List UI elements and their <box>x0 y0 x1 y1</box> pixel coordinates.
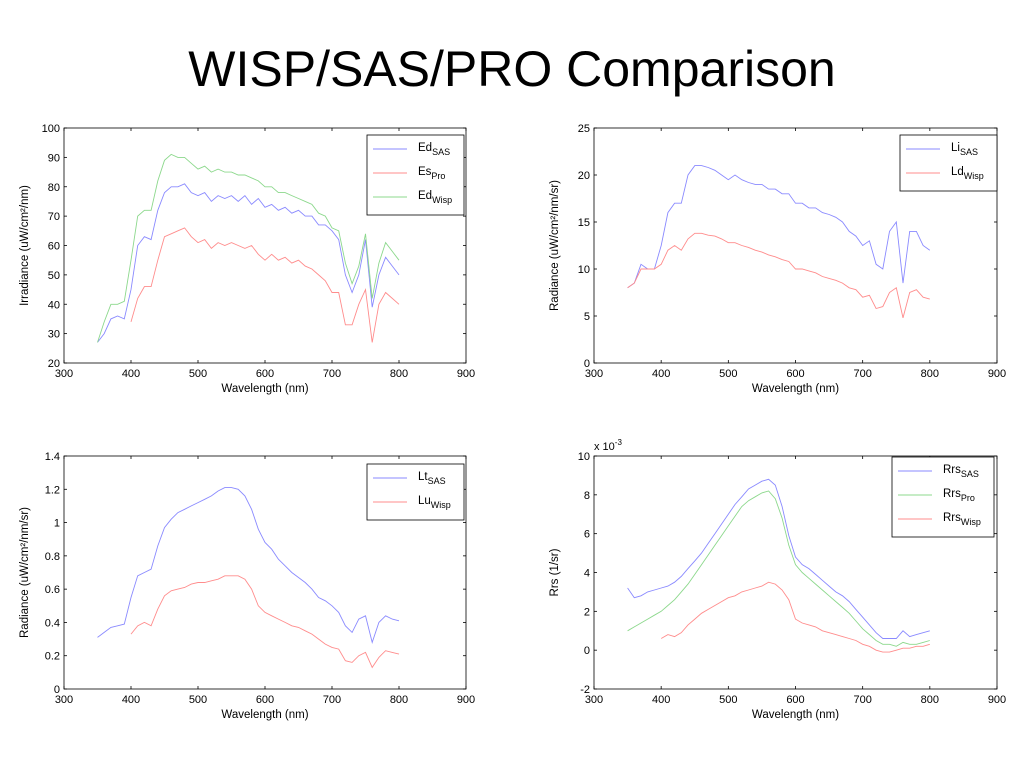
chart-irradiance: 300 400 500 600 700 800 900 20 30 40 50 60 70 80 90 100… <box>19 123 475 395</box>
x-tick-label: 300 <box>55 368 73 380</box>
y-tick-label: 1.2 <box>45 484 60 496</box>
x-tick-label: 300 <box>55 694 73 706</box>
y-axis-label: Rrs (1/sr) <box>549 548 561 596</box>
y-tick-label: 0.4 <box>45 617 60 629</box>
x-tick-label: 300 <box>585 368 603 380</box>
y-tick-label: 0 <box>584 645 590 657</box>
y-tick-label: 80 <box>48 182 60 194</box>
x-tick-label: 300 <box>585 694 603 706</box>
x-tick-label: 700 <box>323 694 341 706</box>
x-tick-label: 800 <box>921 694 939 706</box>
legend-label-subscript: SAS <box>428 476 446 486</box>
y-tick-label: 10 <box>578 264 590 276</box>
x-tick-label: 600 <box>256 368 274 380</box>
series-line-rrs-sas <box>627 478 930 639</box>
x-tick-label: 900 <box>988 368 1006 380</box>
y-tick-label: 8 <box>584 490 590 502</box>
x-axis-label: Wavelength (nm) <box>221 709 308 721</box>
x-tick-label: 900 <box>457 694 475 706</box>
x-axis-label: Wavelength (nm) <box>221 383 308 395</box>
y-tick-label: 40 <box>48 299 60 311</box>
x-tick-label: 700 <box>323 368 341 380</box>
y-tick-label: 0 <box>584 358 590 370</box>
legend-label-subscript: SAS <box>961 469 979 479</box>
y-tick-label: 10 <box>578 451 590 463</box>
x-tick-label: 600 <box>256 694 274 706</box>
y-tick-label: 0 <box>54 684 60 696</box>
x-tick-label: 400 <box>652 368 670 380</box>
x-tick-label: 900 <box>988 694 1006 706</box>
x-tick-label: 500 <box>719 368 737 380</box>
axis-multiplier: x 10-3 <box>594 438 622 453</box>
legend-label-subscript: SAS <box>432 147 450 157</box>
x-tick-label: 400 <box>652 694 670 706</box>
y-tick-label: 4 <box>584 568 590 580</box>
y-tick-label: 0.8 <box>45 551 60 563</box>
y-tick-label: 2 <box>584 606 590 618</box>
series-line-rrs-wisp <box>660 581 930 653</box>
y-tick-label: 0.2 <box>45 651 60 663</box>
chart-rrs: 300 400 500 600 700 800 900 -2 0 2 4 6 8 10 Wavelength… <box>549 438 1006 721</box>
y-tick-label: 100 <box>42 123 60 135</box>
x-tick-label: 400 <box>122 694 140 706</box>
y-tick-label: 15 <box>578 217 590 229</box>
chart-radiance-sky: 300 400 500 600 700 800 900 0 5 10 15 20 25 Wavelengt… <box>549 123 1006 395</box>
x-tick-label: 800 <box>921 368 939 380</box>
legend-box <box>891 456 995 538</box>
series-line-lt-sas <box>97 487 400 644</box>
x-tick-label: 800 <box>390 694 408 706</box>
chart-radiance-total: 300 400 500 600 700 800 900 0 0.2 0.4 0.6 0.8 1 1.2 1.… <box>19 451 475 721</box>
x-tick-label: 700 <box>853 694 871 706</box>
series-line-rrs-pro <box>627 490 930 647</box>
legend-box <box>366 463 465 521</box>
y-tick-label: 20 <box>578 170 590 182</box>
x-tick-label: 400 <box>122 368 140 380</box>
y-axis-label: Irradiance (uW/cm²/nm) <box>19 185 31 306</box>
x-axis-label: Wavelength (nm) <box>752 709 839 721</box>
y-tick-label: 60 <box>48 241 60 253</box>
y-tick-label: 30 <box>48 329 60 341</box>
axis-multiplier-exponent: -3 <box>615 438 623 447</box>
legend-label-subscript: Pro <box>961 493 975 503</box>
legend-label-subscript: Wisp <box>961 517 981 527</box>
x-tick-label: 500 <box>189 694 207 706</box>
legend-label-subscript: Wisp <box>432 195 452 205</box>
y-tick-label: 25 <box>578 123 590 135</box>
x-tick-label: 800 <box>390 368 408 380</box>
y-tick-label: -2 <box>580 684 590 696</box>
y-tick-label: 70 <box>48 211 60 223</box>
series-line-ed-sas <box>97 183 400 343</box>
x-axis-label: Wavelength (nm) <box>752 383 839 395</box>
y-tick-label: 20 <box>48 358 60 370</box>
y-tick-label: 6 <box>584 529 590 541</box>
slide-title: WISP/SAS/PRO Comparison <box>188 41 836 97</box>
legend-label-subscript: Wisp <box>431 500 451 510</box>
legend-label-subscript: Pro <box>431 171 445 181</box>
legend-label-subscript: SAS <box>960 147 978 157</box>
y-axis-label: Radiance (uW/cm²/nm/sr) <box>19 507 31 638</box>
x-tick-label: 600 <box>786 694 804 706</box>
legend-label-subscript: Wisp <box>964 171 984 181</box>
y-tick-label: 1 <box>54 518 60 530</box>
y-tick-label: 90 <box>48 152 60 164</box>
legend-box <box>366 134 465 216</box>
legend-box <box>899 134 998 192</box>
series-line-li-sas <box>627 165 931 289</box>
series-line-ld-wisp <box>627 232 930 319</box>
x-tick-label: 500 <box>189 368 207 380</box>
y-tick-label: 5 <box>584 311 590 323</box>
x-tick-label: 900 <box>457 368 475 380</box>
x-tick-label: 700 <box>853 368 871 380</box>
y-axis-label: Radiance (uW/cm²/nm/sr) <box>549 180 561 311</box>
series-line-ed-wisp <box>97 153 400 343</box>
y-tick-label: 1.4 <box>45 451 60 463</box>
y-tick-label: 50 <box>48 270 60 282</box>
x-tick-label: 500 <box>719 694 737 706</box>
y-tick-label: 0.6 <box>45 584 60 596</box>
series-line-es-pro <box>130 227 400 343</box>
series-line-lu-wisp <box>130 575 400 669</box>
x-tick-label: 600 <box>786 368 804 380</box>
